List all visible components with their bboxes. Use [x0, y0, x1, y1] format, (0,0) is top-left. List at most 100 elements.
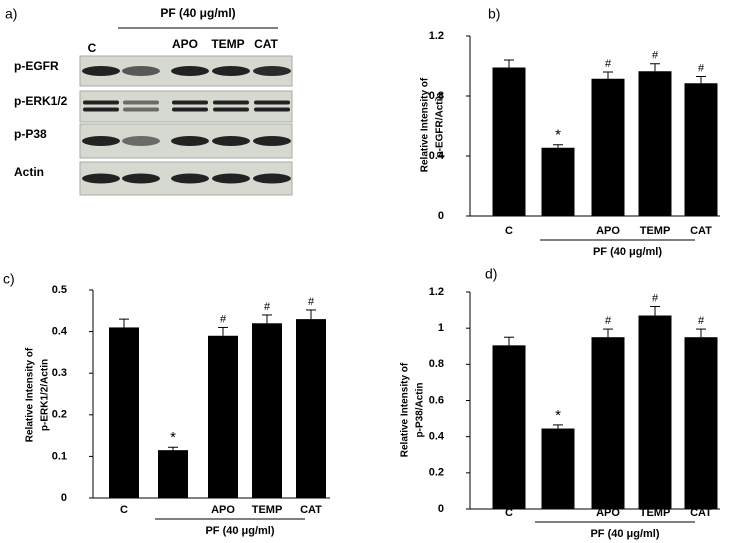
band [213, 107, 249, 112]
bar [684, 83, 718, 216]
band [171, 66, 209, 76]
row-label: p-EGFR [14, 59, 59, 73]
row-label: p-ERK1/2 [14, 94, 68, 108]
bar [541, 147, 575, 216]
significance-marker: # [220, 313, 227, 325]
y-tick-label: 0.4 [429, 431, 445, 443]
y-tick-label: 0.4 [52, 326, 68, 338]
band [212, 66, 250, 76]
band [83, 100, 119, 105]
y-axis-label: p-P38/Actin [415, 382, 426, 437]
group-label: PF (40 μg/ml) [590, 528, 659, 540]
panel-label: a) [5, 6, 17, 22]
significance-marker: * [170, 429, 176, 446]
band [122, 136, 160, 146]
y-axis-label: Relative Intensity of [400, 362, 411, 457]
band [82, 66, 120, 76]
panel-label: c) [3, 271, 15, 287]
y-axis-label: p-ERK1/2/Actin [40, 359, 51, 431]
band [253, 66, 291, 76]
significance-marker: * [555, 127, 561, 144]
y-axis-label: p-EGFR/Actin [435, 93, 446, 158]
y-tick-label: 0.8 [429, 90, 444, 102]
y-tick-label: 0.6 [429, 394, 444, 406]
x-tick-label: TEMP [640, 507, 671, 519]
band [171, 136, 209, 146]
significance-marker: # [652, 50, 659, 62]
panel-label: d) [485, 266, 497, 282]
y-tick-label: 0.4 [429, 150, 445, 162]
y-tick-label: 1 [438, 322, 444, 334]
x-tick-label: C [505, 225, 513, 237]
x-tick-label: CAT [300, 504, 322, 516]
significance-marker: # [652, 292, 659, 304]
y-tick-label: 0.1 [52, 450, 67, 462]
y-tick-label: 0.3 [52, 367, 67, 379]
lane-label: C [88, 41, 97, 55]
y-tick-label: 0 [438, 210, 444, 222]
y-tick-label: 1.2 [429, 286, 444, 298]
group-label: PF (40 μg/ml) [160, 6, 235, 20]
x-tick-label: CAT [690, 507, 712, 519]
significance-marker: * [555, 407, 561, 424]
bar [492, 67, 526, 216]
bar [158, 450, 188, 498]
band [254, 100, 290, 105]
band [253, 136, 291, 146]
x-tick-label: C [505, 507, 513, 519]
bar [591, 78, 625, 216]
band [212, 173, 250, 184]
x-tick-label: APO [211, 504, 235, 516]
band [254, 107, 290, 112]
y-tick-label: 0.8 [429, 358, 444, 370]
y-axis-label: Relative Intensity of [420, 77, 431, 172]
band [123, 107, 159, 112]
x-tick-label: TEMP [640, 225, 671, 237]
bar [684, 337, 718, 509]
bar [208, 335, 238, 498]
band [82, 173, 120, 184]
significance-marker: # [264, 301, 271, 313]
lane-label: CAT [254, 37, 278, 51]
band [253, 173, 291, 184]
x-tick-label: TEMP [252, 504, 283, 516]
y-axis-label: Relative Intensity of [25, 347, 36, 442]
y-tick-label: 0.2 [429, 467, 444, 479]
band [172, 107, 208, 112]
significance-marker: # [698, 315, 705, 327]
panel-label: b) [488, 6, 500, 22]
band [83, 107, 119, 112]
y-tick-label: 0.5 [52, 284, 67, 296]
blot-box [79, 90, 293, 123]
band [82, 136, 120, 146]
y-tick-label: 0.2 [52, 409, 67, 421]
band [122, 173, 160, 184]
row-label: Actin [14, 165, 44, 179]
bar [541, 428, 575, 509]
band [212, 136, 250, 146]
bar [252, 323, 282, 498]
y-tick-label: 0 [61, 492, 67, 504]
bar [591, 337, 625, 509]
x-tick-label: APO [596, 507, 620, 519]
significance-marker: # [605, 315, 612, 327]
x-tick-label: C [120, 504, 128, 516]
y-tick-label: 0 [438, 503, 444, 515]
group-label: PF (40 μg/ml) [593, 246, 662, 258]
bar [296, 319, 326, 498]
lane-label: TEMP [211, 37, 244, 51]
y-tick-label: 1.2 [429, 30, 444, 42]
band [123, 100, 159, 105]
bar [638, 71, 672, 216]
significance-marker: # [605, 58, 612, 70]
band [213, 100, 249, 105]
band [122, 66, 160, 76]
row-label: p-P38 [14, 127, 47, 141]
bar [109, 327, 139, 498]
band [171, 173, 209, 184]
band [172, 100, 208, 105]
significance-marker: # [308, 296, 315, 308]
significance-marker: # [698, 62, 705, 74]
lane-label: APO [172, 37, 198, 51]
